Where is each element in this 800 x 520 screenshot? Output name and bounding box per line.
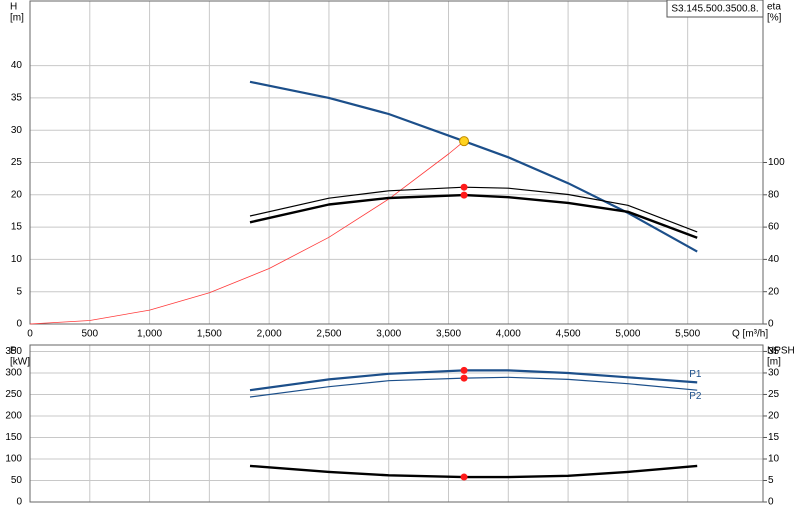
y-axis-label: H (10, 2, 17, 13)
x-tick-label: 2,000 (257, 329, 282, 340)
y-tick-label: 100 (5, 454, 22, 465)
y-tick-label: 20 (11, 189, 23, 200)
x-tick-label: 5,000 (615, 329, 640, 340)
x-tick-label: 0 (27, 329, 33, 340)
operating-point (459, 136, 470, 147)
operating-point (460, 191, 468, 199)
y2-axis-unit: [%] (767, 13, 782, 24)
x-tick-label: 4,500 (556, 329, 581, 340)
curve (249, 80, 698, 253)
y2-tick-label: 80 (768, 189, 780, 200)
y2-axis-label: eta (767, 2, 781, 13)
curve (249, 369, 698, 392)
y-tick-label: 10 (11, 254, 23, 265)
plot-frame (29, 344, 764, 503)
y2-tick-label: 10 (768, 454, 780, 465)
y2-tick-label: 15 (768, 432, 780, 443)
y2-tick-label: 100 (768, 157, 785, 168)
y-tick-label: 50 (11, 475, 23, 486)
y2-tick-label: 40 (768, 254, 780, 265)
operating-point (460, 374, 468, 382)
y-tick-label: 25 (11, 157, 23, 168)
model-label: S3.145.500.3500.8. (671, 4, 758, 15)
series-label: P1 (689, 369, 702, 380)
y2-tick-label: 60 (768, 222, 780, 233)
x-tick-label: 3,500 (436, 329, 461, 340)
x-axis-label: Q [m³/h] (732, 329, 768, 340)
x-tick-label: 1,500 (197, 329, 222, 340)
y2-axis-unit: [m] (767, 357, 781, 368)
curve (249, 186, 698, 233)
x-tick-label: 5,500 (675, 329, 700, 340)
y2-tick-label: 25 (768, 389, 780, 400)
y-tick-label: 40 (11, 60, 23, 71)
x-tick-label: 4,000 (496, 329, 521, 340)
x-tick-label: 1,000 (137, 329, 162, 340)
y-tick-label: 0 (16, 497, 22, 508)
y-tick-label: 15 (11, 222, 23, 233)
y2-tick-label: 20 (768, 411, 780, 422)
y2-tick-label: 5 (768, 475, 774, 486)
y2-axis-label: NPSH (767, 346, 795, 357)
model-box (666, 0, 764, 18)
x-tick-label: 3,000 (376, 329, 401, 340)
y-tick-label: 300 (5, 368, 22, 379)
y-axis-unit: [kW] (10, 357, 30, 368)
y-tick-label: 250 (5, 389, 22, 400)
x-tick-label: 500 (81, 329, 98, 340)
y2-tick-label: 35 (768, 346, 780, 357)
plot-frame (29, 0, 764, 325)
y-tick-label: 200 (5, 411, 22, 422)
y2-tick-label: 20 (768, 286, 780, 297)
x-tick-label: 2,500 (316, 329, 341, 340)
curve (249, 376, 698, 398)
y-axis-label: P (10, 346, 17, 357)
operating-point (460, 366, 468, 374)
y2-tick-label: 0 (768, 319, 774, 330)
y-tick-label: 150 (5, 432, 22, 443)
y-tick-label: 0 (16, 319, 22, 330)
curve (249, 464, 698, 479)
operating-point (460, 473, 468, 481)
y-tick-label: 5 (16, 286, 22, 297)
y-tick-label: 350 (5, 346, 22, 357)
y-tick-label: 35 (11, 93, 23, 104)
y2-tick-label: 0 (768, 497, 774, 508)
y2-tick-label: 30 (768, 368, 780, 379)
y-tick-label: 30 (11, 125, 23, 136)
y-axis-unit: [m] (10, 13, 24, 24)
operating-point (460, 183, 468, 191)
series-label: P2 (689, 391, 702, 402)
curve (29, 140, 465, 325)
curve (249, 193, 698, 239)
